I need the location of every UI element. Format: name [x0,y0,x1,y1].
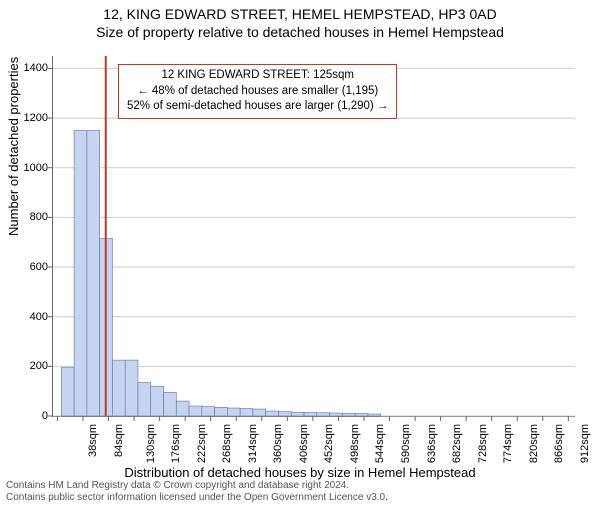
x-tick: 774sqm [502,424,514,463]
y-axis-label: Number of detached properties [6,57,21,236]
histogram-bar [138,382,151,416]
histogram-bar [291,412,304,416]
x-tick: 820sqm [528,424,540,463]
histogram-bar [355,414,368,416]
histogram-bar [164,392,177,416]
x-tick: 912sqm [579,424,591,463]
x-tick: 866sqm [553,424,565,463]
histogram-bar [215,407,228,416]
x-tick: 452sqm [323,424,335,463]
chart-title-1: 12, KING EDWARD STREET, HEMEL HEMPSTEAD,… [0,6,600,22]
x-tick: 222sqm [196,424,208,463]
x-tick: 268sqm [221,424,233,463]
x-tick: 728sqm [477,424,489,463]
x-tick: 130sqm [145,424,157,463]
y-tick: 200 [8,360,48,372]
x-tick: 84sqm [113,424,125,457]
histogram-bar [227,408,240,416]
histogram-bar [342,414,355,416]
histogram-bar [304,413,317,416]
histogram-bar [125,360,138,416]
x-tick: 360sqm [272,424,284,463]
x-tick: 38sqm [87,424,99,457]
histogram-bar [61,368,74,416]
x-tick: 590sqm [400,424,412,463]
x-tick: 636sqm [426,424,438,463]
annotation-line3: 52% of semi-detached houses are larger (… [127,99,388,115]
histogram-bar [278,412,291,416]
x-tick: 498sqm [349,424,361,463]
annotation-line2: ← 48% of detached houses are smaller (1,… [127,84,388,100]
histogram-bar [330,413,343,416]
attribution-line1: Contains HM Land Registry data © Crown c… [6,480,388,492]
y-tick: 0 [8,410,48,422]
y-tick: 600 [8,261,48,273]
chart-title-2: Size of property relative to detached ho… [0,24,600,40]
histogram-bar [151,386,164,416]
y-tick: 400 [8,311,48,323]
x-axis-label: Distribution of detached houses by size … [0,465,600,480]
histogram-bar [240,409,253,416]
histogram-bar [266,411,279,416]
x-tick: 406sqm [298,424,310,463]
histogram-bar [189,406,202,416]
x-tick: 314sqm [247,424,259,463]
histogram-bar [202,407,215,416]
histogram-bar [87,130,100,416]
histogram-bar [253,409,266,416]
x-tick: 176sqm [170,424,182,463]
annotation-line1: 12 KING EDWARD STREET: 125sqm [127,68,388,84]
histogram-bar [317,413,330,416]
annotation-box: 12 KING EDWARD STREET: 125sqm ← 48% of d… [118,64,397,119]
x-tick: 682sqm [451,424,463,463]
attribution-line2: Contains public sector information licen… [6,492,388,504]
histogram-bar [176,401,189,416]
x-tick: 544sqm [375,424,387,463]
attribution: Contains HM Land Registry data © Crown c… [6,480,388,504]
histogram-bar [74,130,87,416]
histogram-bar [112,360,125,416]
histogram-bar [368,414,381,416]
